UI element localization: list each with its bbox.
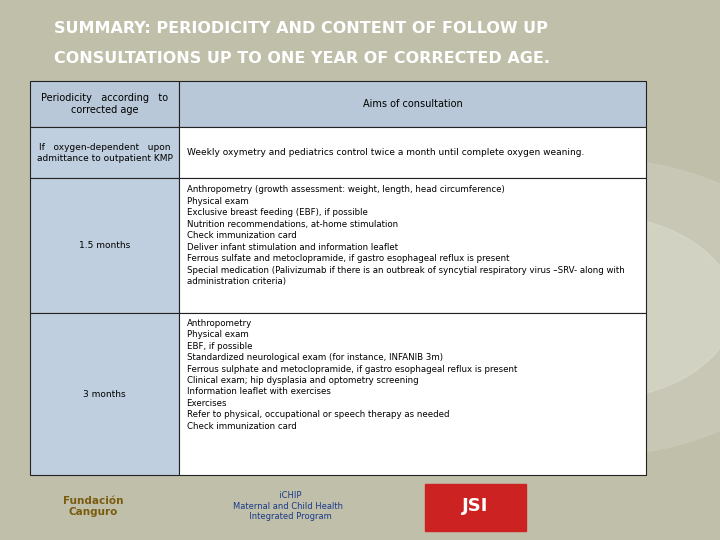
- Bar: [30, 127, 179, 178]
- Text: Fundación
Canguro: Fundación Canguro: [63, 496, 124, 517]
- Bar: [179, 127, 646, 178]
- Text: Anthropometry
Physical exam
EBF, if possible
Standardized neurological exam (for: Anthropometry Physical exam EBF, if poss…: [186, 319, 517, 431]
- Text: If   oxygen-dependent   upon
admittance to outpatient KMP: If oxygen-dependent upon admittance to o…: [37, 143, 173, 163]
- Text: Weekly oxymetry and pediatrics control twice a month until complete oxygen weani: Weekly oxymetry and pediatrics control t…: [186, 148, 584, 157]
- Bar: [179, 178, 646, 313]
- Text: Aims of consultation: Aims of consultation: [363, 99, 462, 109]
- Bar: [179, 313, 646, 475]
- Bar: [30, 81, 179, 127]
- Circle shape: [446, 214, 720, 400]
- Text: 3 months: 3 months: [84, 389, 126, 399]
- Bar: [30, 178, 179, 313]
- FancyBboxPatch shape: [425, 484, 526, 531]
- Bar: [30, 313, 179, 475]
- Text: Periodicity   according   to
corrected age: Periodicity according to corrected age: [41, 93, 168, 115]
- Text: CONSULTATIONS UP TO ONE YEAR OF CORRECTED AGE.: CONSULTATIONS UP TO ONE YEAR OF CORRECTE…: [54, 51, 550, 66]
- Text: JSI: JSI: [462, 497, 488, 515]
- Text: iCHIP
Maternal and Child Health
  Integrated Program: iCHIP Maternal and Child Health Integrat…: [233, 491, 343, 521]
- Text: Anthropometry (growth assessment: weight, length, head circumference)
Physical e: Anthropometry (growth assessment: weight…: [186, 185, 624, 286]
- Text: SUMMARY: PERIODICITY AND CONTENT OF FOLLOW UP: SUMMARY: PERIODICITY AND CONTENT OF FOLL…: [54, 21, 548, 36]
- Bar: [179, 81, 646, 127]
- Text: 1.5 months: 1.5 months: [79, 241, 130, 250]
- Circle shape: [360, 158, 720, 456]
